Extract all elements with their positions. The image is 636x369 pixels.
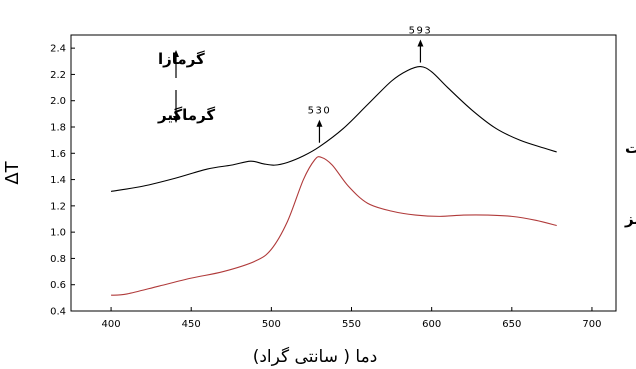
x-tick-label: 400 <box>102 319 121 330</box>
plot-frame <box>70 34 617 312</box>
peak-arrowhead <box>417 39 424 47</box>
y-tick-label: 1.4 <box>50 175 66 186</box>
y-tick-label: 1.8 <box>50 123 66 134</box>
y-tick-label: 1.6 <box>50 149 66 160</box>
exo-label: گرمازا <box>158 50 205 68</box>
y-tick-label: 1.0 <box>50 228 66 239</box>
peak-annotations: 593 530 <box>308 26 433 143</box>
x-tick-label: 600 <box>422 319 441 330</box>
y-tick-label: 1.2 <box>50 201 66 212</box>
peak-arrowhead <box>316 119 323 127</box>
y-tick-label: 2.0 <box>50 96 66 107</box>
x-tick-label: 450 <box>182 319 201 330</box>
x-tick-label: 650 <box>502 319 521 330</box>
endo-arrow <box>173 90 179 123</box>
x-axis-ticks: 400 450 500 550 600 650 700 <box>102 307 602 330</box>
peak-label: 530 <box>308 106 332 117</box>
y-tick-label: 0.8 <box>50 254 66 265</box>
y-tick-label: 2.2 <box>50 70 66 81</box>
x-tick-label: 550 <box>342 319 361 330</box>
peak-label: 593 <box>409 26 433 37</box>
x-tick-label: 500 <box>262 319 281 330</box>
endo-label: گرماگیر <box>157 106 215 124</box>
series-lines <box>110 65 557 296</box>
series-line-1 <box>111 156 557 296</box>
x-axis-label: دما ( سانتی گراد) <box>253 346 378 367</box>
y-tick-label: 0.6 <box>50 280 66 291</box>
y-axis-label: ΔT <box>2 160 23 184</box>
series-line-0 <box>110 65 557 192</box>
y-tick-label: 0.4 <box>50 307 66 318</box>
y-tick-label: 2.4 <box>50 44 66 55</box>
exo-arrow <box>173 50 179 78</box>
series-label-fine: دانه ریز <box>624 210 636 228</box>
y-axis-ticks: 0.4 0.6 0.8 1.0 1.2 1.4 1.6 1.8 2.0 2.2 2.4 <box>50 44 75 318</box>
series-label-coarse: دانه درشت <box>625 139 636 157</box>
x-tick-label: 700 <box>582 319 601 330</box>
